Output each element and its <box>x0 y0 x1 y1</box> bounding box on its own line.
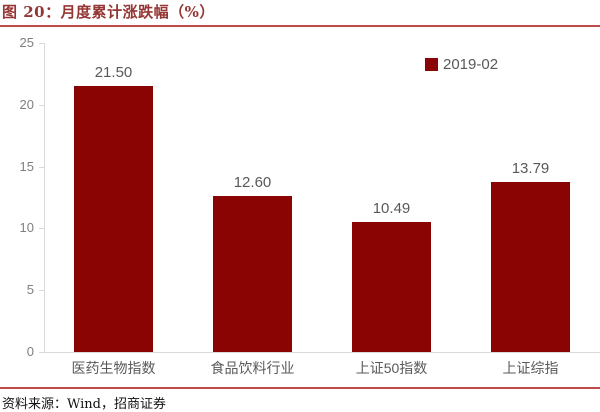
y-tick-label: 0 <box>26 344 34 359</box>
figure-title: 图 20：月度累计涨跌幅（%） <box>2 3 215 21</box>
bar <box>213 196 292 352</box>
y-tick-mark <box>39 352 44 353</box>
legend-label: 2019-02 <box>443 56 499 73</box>
bar <box>491 181 570 352</box>
figure-footer: 资料来源：Wind，招商证券 <box>0 387 600 412</box>
category-label: 医药生物指数 <box>71 360 156 376</box>
y-axis-line <box>44 43 45 352</box>
bar-value-label: 10.49 <box>372 200 411 218</box>
category-label: 食品饮料行业 <box>210 360 295 376</box>
source-text: 资料来源：Wind，招商证券 <box>2 397 166 412</box>
y-tick-label: 15 <box>19 158 34 174</box>
category-label: 上证综指 <box>502 360 559 376</box>
y-tick-label: 20 <box>19 96 34 112</box>
y-tick-label: 5 <box>26 282 34 298</box>
bar-value-label: 12.60 <box>233 174 272 192</box>
y-tick-mark <box>39 228 44 230</box>
bar <box>352 222 431 352</box>
y-tick-mark <box>39 166 44 168</box>
legend: 2019-02 <box>425 56 498 73</box>
y-tick-mark <box>39 290 44 292</box>
y-tick-label: 10 <box>19 220 34 236</box>
x-axis-line <box>44 352 600 353</box>
figure-header: 图 20：月度累计涨跌幅（%） <box>0 0 600 27</box>
category-label: 上证50指数 <box>355 360 428 376</box>
legend-swatch <box>425 58 438 71</box>
bar-value-label: 13.79 <box>511 159 550 177</box>
y-tick-mark <box>39 104 44 106</box>
y-tick-mark <box>39 43 44 44</box>
bar <box>74 86 153 352</box>
plot-area: 0 5 10 15 20 25 21.50 12.60 10.49 13.79 医药生物指数 食品… <box>0 27 600 385</box>
y-tick-label: 25 <box>19 35 34 50</box>
bar-value-label: 21.50 <box>94 64 133 82</box>
